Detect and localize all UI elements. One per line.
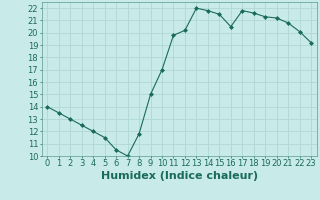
X-axis label: Humidex (Indice chaleur): Humidex (Indice chaleur) — [100, 171, 258, 181]
